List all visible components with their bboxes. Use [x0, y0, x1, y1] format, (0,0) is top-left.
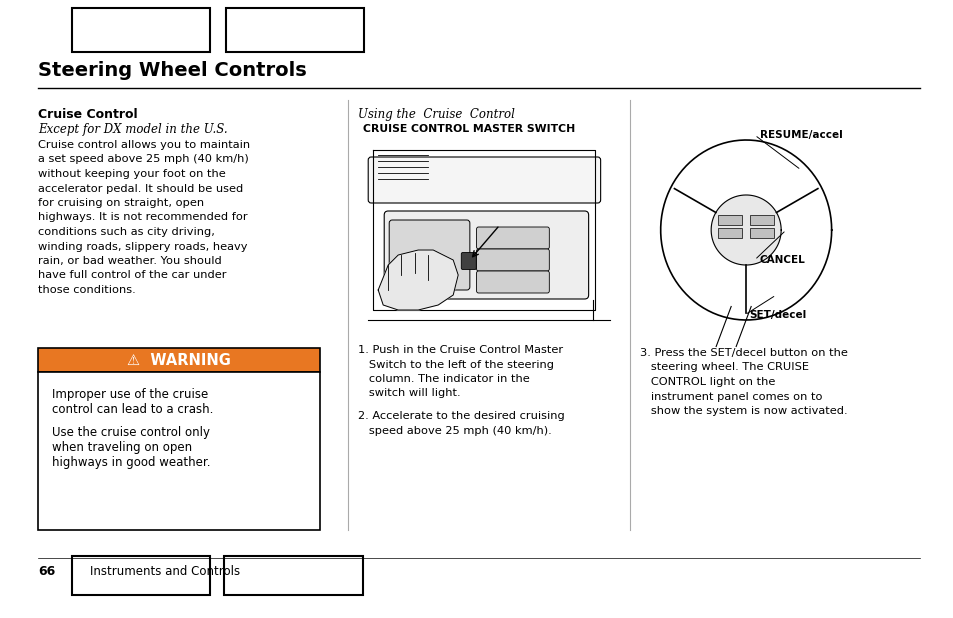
Bar — [38, 348, 319, 372]
Text: CANCEL: CANCEL — [759, 255, 804, 265]
Text: accelerator pedal. It should be used: accelerator pedal. It should be used — [38, 184, 243, 193]
Text: Steering Wheel Controls: Steering Wheel Controls — [38, 61, 307, 80]
Bar — [718, 215, 741, 225]
Text: have full control of the car under: have full control of the car under — [38, 271, 226, 281]
Text: winding roads, slippery roads, heavy: winding roads, slippery roads, heavy — [38, 242, 247, 252]
Text: Cruise Control: Cruise Control — [38, 108, 137, 121]
FancyBboxPatch shape — [476, 249, 549, 271]
Text: Use the cruise control only: Use the cruise control only — [52, 426, 210, 439]
Text: rain, or bad weather. You should: rain, or bad weather. You should — [38, 256, 221, 266]
FancyBboxPatch shape — [389, 220, 470, 290]
Text: without keeping your foot on the: without keeping your foot on the — [38, 169, 226, 179]
FancyBboxPatch shape — [368, 157, 600, 203]
Text: speed above 25 mph (40 km/h).: speed above 25 mph (40 km/h). — [357, 426, 552, 436]
Text: 66: 66 — [38, 565, 55, 578]
Bar — [718, 228, 741, 238]
Text: those conditions.: those conditions. — [38, 285, 135, 295]
Text: highways in good weather.: highways in good weather. — [52, 456, 211, 469]
Text: CRUISE CONTROL MASTER SWITCH: CRUISE CONTROL MASTER SWITCH — [363, 124, 575, 134]
Text: Instruments and Controls: Instruments and Controls — [90, 565, 240, 578]
Text: ⚠  WARNING: ⚠ WARNING — [127, 352, 231, 368]
Text: 3. Press the SET/decel button on the: 3. Press the SET/decel button on the — [639, 348, 846, 358]
Text: Using the  Cruise  Control: Using the Cruise Control — [357, 108, 515, 121]
Bar — [749, 228, 773, 238]
Text: highways. It is not recommended for: highways. It is not recommended for — [38, 213, 248, 222]
FancyBboxPatch shape — [476, 271, 549, 293]
FancyBboxPatch shape — [461, 253, 476, 269]
Text: conditions such as city driving,: conditions such as city driving, — [38, 227, 214, 237]
Polygon shape — [377, 250, 457, 310]
Text: CONTROL light on the: CONTROL light on the — [639, 377, 774, 387]
Text: switch will light.: switch will light. — [357, 389, 460, 399]
Text: Switch to the left of the steering: Switch to the left of the steering — [357, 360, 554, 370]
FancyBboxPatch shape — [476, 227, 549, 249]
Text: Improper use of the cruise: Improper use of the cruise — [52, 388, 208, 401]
Text: Except for DX model in the U.S.: Except for DX model in the U.S. — [38, 123, 228, 136]
Text: show the system is now activated.: show the system is now activated. — [639, 406, 846, 416]
Polygon shape — [710, 195, 781, 265]
FancyBboxPatch shape — [384, 211, 588, 299]
Text: column. The indicator in the: column. The indicator in the — [357, 374, 530, 384]
Text: SET/decel: SET/decel — [749, 310, 806, 320]
Bar — [38, 372, 319, 530]
Bar — [224, 556, 362, 595]
Bar — [226, 8, 364, 52]
Text: RESUME/accel: RESUME/accel — [759, 130, 841, 140]
Text: Cruise control allows you to maintain: Cruise control allows you to maintain — [38, 140, 250, 150]
Text: control can lead to a crash.: control can lead to a crash. — [52, 403, 213, 416]
Text: 2. Accelerate to the desired cruising: 2. Accelerate to the desired cruising — [357, 411, 564, 421]
Text: steering wheel. The CRUISE: steering wheel. The CRUISE — [639, 363, 808, 373]
Bar — [71, 8, 210, 52]
Text: for cruising on straight, open: for cruising on straight, open — [38, 198, 204, 208]
Bar — [749, 215, 773, 225]
Text: 1. Push in the Cruise Control Master: 1. Push in the Cruise Control Master — [357, 345, 562, 355]
Text: instrument panel comes on to: instrument panel comes on to — [639, 391, 821, 402]
Bar — [71, 556, 210, 595]
Text: when traveling on open: when traveling on open — [52, 441, 192, 454]
Text: a set speed above 25 mph (40 km/h): a set speed above 25 mph (40 km/h) — [38, 154, 249, 164]
